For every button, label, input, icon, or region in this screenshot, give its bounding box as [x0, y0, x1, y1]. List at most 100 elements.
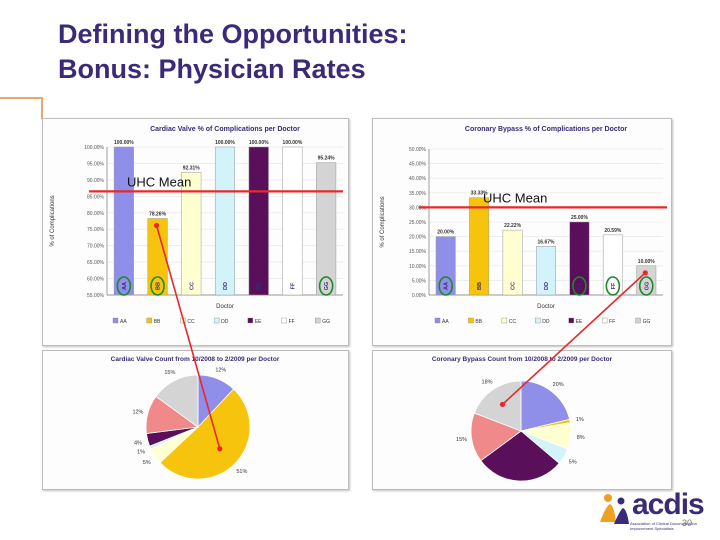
legend-swatch-cc — [501, 317, 508, 324]
data-label-dd: 100.00% — [215, 140, 235, 146]
legend-swatch-dd — [213, 317, 220, 324]
title-bar: Defining the Opportunities: Bonus: Physi… — [0, 0, 720, 119]
pie-label-dd: 1% — [137, 450, 145, 456]
chart-title: Coronary Bypass Count from 10/2008 to 2/… — [432, 356, 613, 363]
x-tick-label: GG — [324, 282, 330, 291]
data-label-cc: 22.22% — [504, 223, 522, 229]
x-tick-label: EE — [577, 282, 583, 290]
x-axis-label: Doctor — [537, 304, 555, 310]
coronary-bypass-pie-chart: Coronary Bypass Count from 10/2008 to 2/… — [372, 350, 672, 495]
legend-swatch-bb — [146, 317, 152, 324]
pie-slice-ff — [470, 412, 522, 462]
chart-title: Cardiac Valve % of Complications per Doc… — [150, 126, 300, 133]
y-tick-label: 85.00% — [87, 194, 105, 200]
uhc-mean-label: UHC Mean — [483, 190, 547, 205]
accent-rule-horizontal — [0, 97, 42, 99]
y-tick-label: 25.00% — [409, 220, 427, 226]
data-label-dd: 16.67% — [538, 239, 556, 245]
y-tick-label: 50.00% — [409, 147, 427, 153]
legend-swatch-aa — [112, 317, 119, 324]
y-tick-label: 20.00% — [409, 235, 427, 241]
data-label-cc: 92.31% — [183, 165, 201, 171]
x-axis-label: Doctor — [216, 304, 234, 310]
pie-label-aa: 20% — [553, 382, 564, 388]
highlight-circle-aa — [438, 276, 454, 296]
data-label-ee: 100.00% — [249, 140, 269, 146]
cardiac-valve-bar-chart-svg: Cardiac Valve % of Complications per Doc… — [50, 126, 343, 325]
highlight-circle-aa — [116, 276, 132, 296]
y-tick-label: 40.00% — [409, 176, 427, 182]
logo-wordmark: acdis — [632, 488, 705, 521]
bar-dd — [214, 146, 236, 296]
y-tick-label: 0.00% — [412, 293, 427, 299]
page-title-line-2: Bonus: Physician Rates — [58, 54, 366, 84]
data-label-aa: 20.00% — [437, 230, 455, 236]
y-tick-label: 60.00% — [87, 277, 105, 283]
legend-label: DD — [221, 319, 229, 325]
legend-swatch-ff — [281, 317, 287, 324]
legend-swatch-gg — [635, 317, 641, 324]
cardiac-valve-bar-chart: Cardiac Valve % of Complications per Doc… — [42, 118, 349, 346]
legend-label: EE — [576, 319, 583, 325]
legend-swatch-ee — [247, 317, 254, 324]
x-tick-label: FF — [611, 282, 617, 289]
y-tick-label: 70.00% — [87, 244, 105, 250]
pie-label-ff: 12% — [132, 410, 143, 416]
data-label-gg: 10.00% — [638, 259, 656, 265]
y-tick-label: 30.00% — [409, 205, 427, 211]
accent-rule-vertical — [41, 97, 43, 119]
x-tick-label: GG — [644, 282, 650, 291]
data-label-aa: 100.00% — [114, 140, 134, 146]
pie-label-gg: 18% — [482, 380, 493, 386]
data-label-bb: 78.26% — [149, 212, 167, 218]
coronary-bypass-pie-chart-svg: Coronary Bypass Count from 10/2008 to 2/… — [432, 356, 613, 495]
legend-label: BB — [475, 319, 482, 325]
pie-label-aa: 12% — [215, 367, 226, 373]
data-label-gg: 95.24% — [318, 156, 336, 162]
legend-swatch-cc — [180, 317, 186, 324]
y-tick-label: 5.00% — [412, 278, 427, 284]
x-tick-label: DD — [223, 282, 229, 290]
legend-label: CC — [509, 319, 517, 325]
x-tick-label: DD — [544, 282, 550, 290]
y-tick-label: 10.00% — [409, 264, 427, 270]
people-logo-icon — [600, 494, 629, 524]
x-tick-label: CC — [189, 282, 195, 290]
y-tick-label: 45.00% — [409, 162, 427, 168]
x-tick-label: BB — [156, 282, 162, 290]
y-tick-label: 35.00% — [409, 191, 427, 197]
legend-swatch-bb — [468, 317, 474, 324]
pie-label-ee: 4% — [134, 440, 142, 446]
bar-aa — [113, 146, 134, 296]
legend-label: EE — [255, 319, 262, 325]
legend-label: GG — [643, 319, 651, 325]
bar-bb — [469, 197, 490, 296]
legend-label: GG — [322, 319, 330, 325]
uhc-mean-label: UHC Mean — [127, 174, 191, 189]
coronary-bypass-bar-chart: Coronary Bypass % of Complications per D… — [372, 118, 672, 346]
data-label-ff: 20.59% — [604, 228, 622, 234]
y-tick-label: 75.00% — [87, 227, 105, 233]
bar-ff — [282, 146, 303, 296]
y-tick-label: 90.00% — [87, 178, 105, 184]
legend-label: FF — [609, 319, 615, 325]
x-tick-label: EE — [257, 282, 263, 290]
chart-title: Cardiac Valve Count from 10/2008 to 2/20… — [111, 356, 280, 363]
acdis-logo: acdis Association of Clinical Documentat… — [596, 488, 716, 536]
logo-tagline: Association of Clinical Documentation Im… — [630, 521, 697, 531]
x-tick-label: FF — [290, 282, 296, 289]
data-label-ee: 25.00% — [571, 215, 589, 221]
legend-label: AA — [120, 319, 127, 325]
y-tick-label: 15.00% — [409, 249, 427, 255]
pie-slice-ee — [480, 430, 560, 482]
legend-swatch-ff — [601, 317, 608, 324]
y-tick-label: 65.00% — [87, 260, 105, 266]
y-tick-label: 100.00% — [84, 145, 104, 151]
legend-swatch-gg — [315, 317, 321, 324]
legend-label: BB — [154, 319, 161, 325]
y-tick-label: 95.00% — [87, 161, 105, 167]
x-tick-label: AA — [122, 282, 128, 290]
legend-swatch-aa — [434, 317, 441, 324]
pie-label-bb: 1% — [576, 417, 584, 423]
pie-label-bb: 51% — [236, 469, 247, 475]
